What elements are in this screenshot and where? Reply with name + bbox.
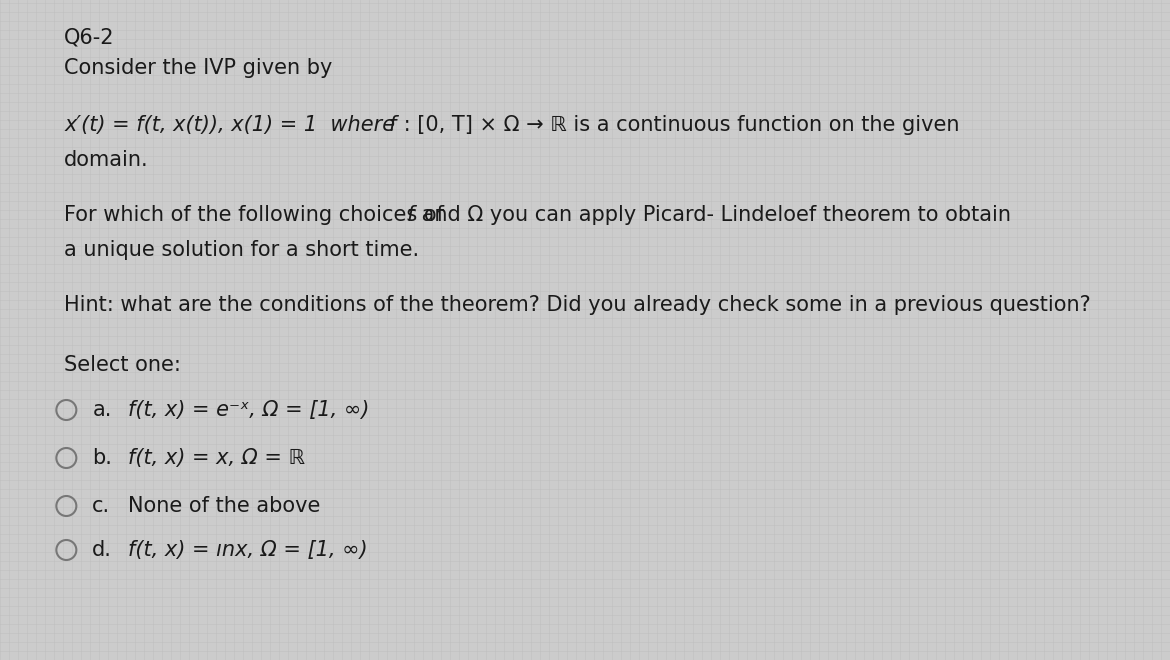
Text: Q6-2: Q6-2: [64, 28, 115, 48]
Text: domain.: domain.: [64, 150, 149, 170]
Text: and Ω you can apply Picard- Lindeloef theorem to obtain: and Ω you can apply Picard- Lindeloef th…: [415, 205, 1011, 225]
Text: f: f: [388, 115, 395, 135]
Text: d.: d.: [92, 540, 112, 560]
Text: f(t, x) = e⁻ˣ, Ω = [1, ∞): f(t, x) = e⁻ˣ, Ω = [1, ∞): [129, 400, 370, 420]
Text: None of the above: None of the above: [129, 496, 321, 516]
Text: f(t, x) = x, Ω = ℝ: f(t, x) = x, Ω = ℝ: [129, 448, 305, 468]
Text: a unique solution for a short time.: a unique solution for a short time.: [64, 240, 420, 260]
Text: Hint: what are the conditions of the theorem? Did you already check some in a pr: Hint: what are the conditions of the the…: [64, 295, 1092, 315]
Text: f(t, x) = ınx, Ω = [1, ∞): f(t, x) = ınx, Ω = [1, ∞): [129, 540, 369, 560]
Text: x′(t) = f(t, x(t)), x(1) = 1  where: x′(t) = f(t, x(t)), x(1) = 1 where: [64, 115, 402, 135]
Text: Consider the IVP given by: Consider the IVP given by: [64, 58, 332, 78]
Text: a.: a.: [92, 400, 111, 420]
Text: : [0, T] × Ω → ℝ is a continuous function on the given: : [0, T] × Ω → ℝ is a continuous functio…: [398, 115, 959, 135]
Text: c.: c.: [92, 496, 110, 516]
Text: f: f: [406, 205, 414, 225]
Text: b.: b.: [92, 448, 112, 468]
Text: Select one:: Select one:: [64, 355, 181, 375]
Text: For which of the following choices of: For which of the following choices of: [64, 205, 450, 225]
